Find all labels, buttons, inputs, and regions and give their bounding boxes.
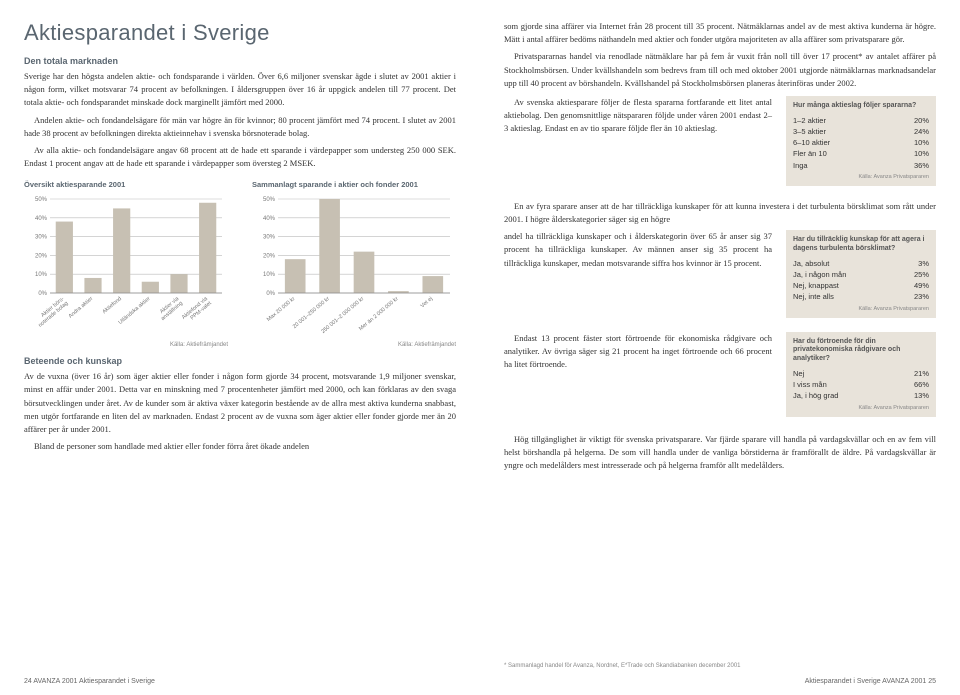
rp-7: Hög tillgänglighet är viktigt för svensk… (504, 433, 936, 473)
infobox-2: Har du tillräcklig kunskap för att agera… (786, 230, 936, 318)
rp-6: Endast 13 procent fäster stort förtroend… (504, 332, 772, 372)
footnote: * Sammanlagd handel för Avanza, Nordnet,… (504, 663, 741, 669)
chart-savings: Sammanlagt sparande i aktier och fonder … (252, 180, 456, 348)
svg-text:Aktier börs-noterade bolag: Aktier börs-noterade bolag (34, 296, 70, 329)
subhead-behaviour: Beteende och kunskap (24, 356, 456, 366)
svg-text:Aktiefond: Aktiefond (102, 296, 123, 315)
svg-text:30%: 30% (35, 235, 48, 241)
rp-1: som gjorde sina affärer via Internet frå… (504, 20, 936, 46)
svg-text:10%: 10% (35, 272, 48, 278)
rp-5: andel ha tillräckliga kunskaper och i ål… (504, 230, 772, 270)
infobox-row: Ja, absolut3% (793, 258, 929, 269)
charts-row: Översikt aktiesparande 2001 0% 10% 20% 30% 4… (24, 180, 456, 348)
para-2: Andelen aktie- och fondandelsägare för m… (24, 114, 456, 140)
svg-text:Aktiefond viaPPM-valet: Aktiefond viaPPM-valet (181, 296, 214, 326)
infobox-2-title: Har du tillräcklig kunskap för att agera… (793, 236, 929, 254)
infobox-row: Ja, i hög grad13% (793, 390, 929, 401)
para-3: Av alla aktie- och fondandelsägare angav… (24, 144, 456, 170)
page-right: som gjorde sina affärer via Internet frå… (480, 0, 960, 695)
infobox-row: Nej, knappast49% (793, 280, 929, 291)
svg-text:50%: 50% (263, 197, 276, 203)
infobox-row: 6–10 aktier10% (793, 137, 929, 148)
svg-text:0%: 0% (266, 291, 275, 297)
svg-text:40%: 40% (35, 216, 48, 222)
infobox-row: Inga36% (793, 160, 929, 171)
footer-right: Aktiesparandet i Sverige AVANZA 2001 25 (805, 678, 936, 685)
chart2-source: Källa: Aktiefrämjandet (252, 342, 456, 348)
chart-overview: Översikt aktiesparande 2001 0% 10% 20% 30% 4… (24, 180, 228, 348)
svg-text:20 001–250 000 kr: 20 001–250 000 kr (292, 296, 331, 330)
infobox-3-source: Källa: Avanza Privatspararen (793, 405, 929, 411)
rp-4: En av fyra sparare anser att de har till… (504, 200, 936, 226)
infobox-row: 1–2 aktier20% (793, 115, 929, 126)
svg-text:20%: 20% (35, 254, 48, 260)
footer-left: 24 AVANZA 2001 Aktiesparandet i Sverige (24, 678, 155, 685)
infobox-3-title: Har du förtroende för din privatekonomis… (793, 338, 929, 364)
rp-2: Privatspararnas handel via renodlade nät… (504, 50, 936, 90)
infobox-2-source: Källa: Avanza Privatspararen (793, 306, 929, 312)
rp-3: Av svenska aktiesparare följer de flesta… (504, 96, 772, 136)
infobox-row: Nej, inte alls23% (793, 291, 929, 302)
svg-text:Aktier viaanställning: Aktier viaanställning (156, 296, 185, 323)
chart2-title: Sammanlagt sparande i aktier och fonder … (252, 180, 456, 189)
svg-text:40%: 40% (263, 216, 276, 222)
svg-text:20%: 20% (263, 254, 276, 260)
infobox-1-title: Hur många aktieslag följer spararna? (793, 102, 929, 111)
svg-text:Andra aktier: Andra aktier (68, 296, 95, 320)
infobox-row: I viss mån66% (793, 379, 929, 390)
svg-text:10%: 10% (263, 272, 276, 278)
para-5: Bland de personer som handlade med aktie… (24, 440, 456, 453)
svg-text:0%: 0% (38, 291, 47, 297)
para-1: Sverige har den högsta andelen aktie- oc… (24, 70, 456, 110)
para-4: Av de vuxna (över 16 år) som äger aktier… (24, 370, 456, 436)
infobox-3: Har du förtroende för din privatekonomis… (786, 332, 936, 417)
infobox-row: Ja, i någon mån25% (793, 269, 929, 280)
svg-text:Vet ej: Vet ej (420, 296, 434, 309)
chart1-title: Översikt aktiesparande 2001 (24, 180, 228, 189)
infobox-row: Nej21% (793, 368, 929, 379)
svg-text:Max 20 000 kr: Max 20 000 kr (266, 296, 297, 323)
chart1-svg: 0% 10% 20% 30% 40% 50% Aktier börs-noterade bo… (24, 195, 228, 335)
svg-text:50%: 50% (35, 197, 48, 203)
infobox-row: Fler än 1010% (793, 148, 929, 159)
infobox-1-source: Källa: Avanza Privatspararen (793, 174, 929, 180)
svg-text:30%: 30% (263, 235, 276, 241)
infobox-row: 3–5 aktier24% (793, 126, 929, 137)
page-title: Aktiesparandet i Sverige (24, 20, 456, 46)
infobox-1: Hur många aktieslag följer spararna? 1–2… (786, 96, 936, 186)
chart1-source: Källa: Aktiefrämjandet (24, 342, 228, 348)
subhead-total-market: Den totala marknaden (24, 56, 456, 66)
chart2-svg: 0% 10% 20% 30% 40% 50% Max 20 000 kr20 001–250… (252, 195, 456, 335)
page-left: Aktiesparandet i Sverige Den totala mark… (0, 0, 480, 695)
